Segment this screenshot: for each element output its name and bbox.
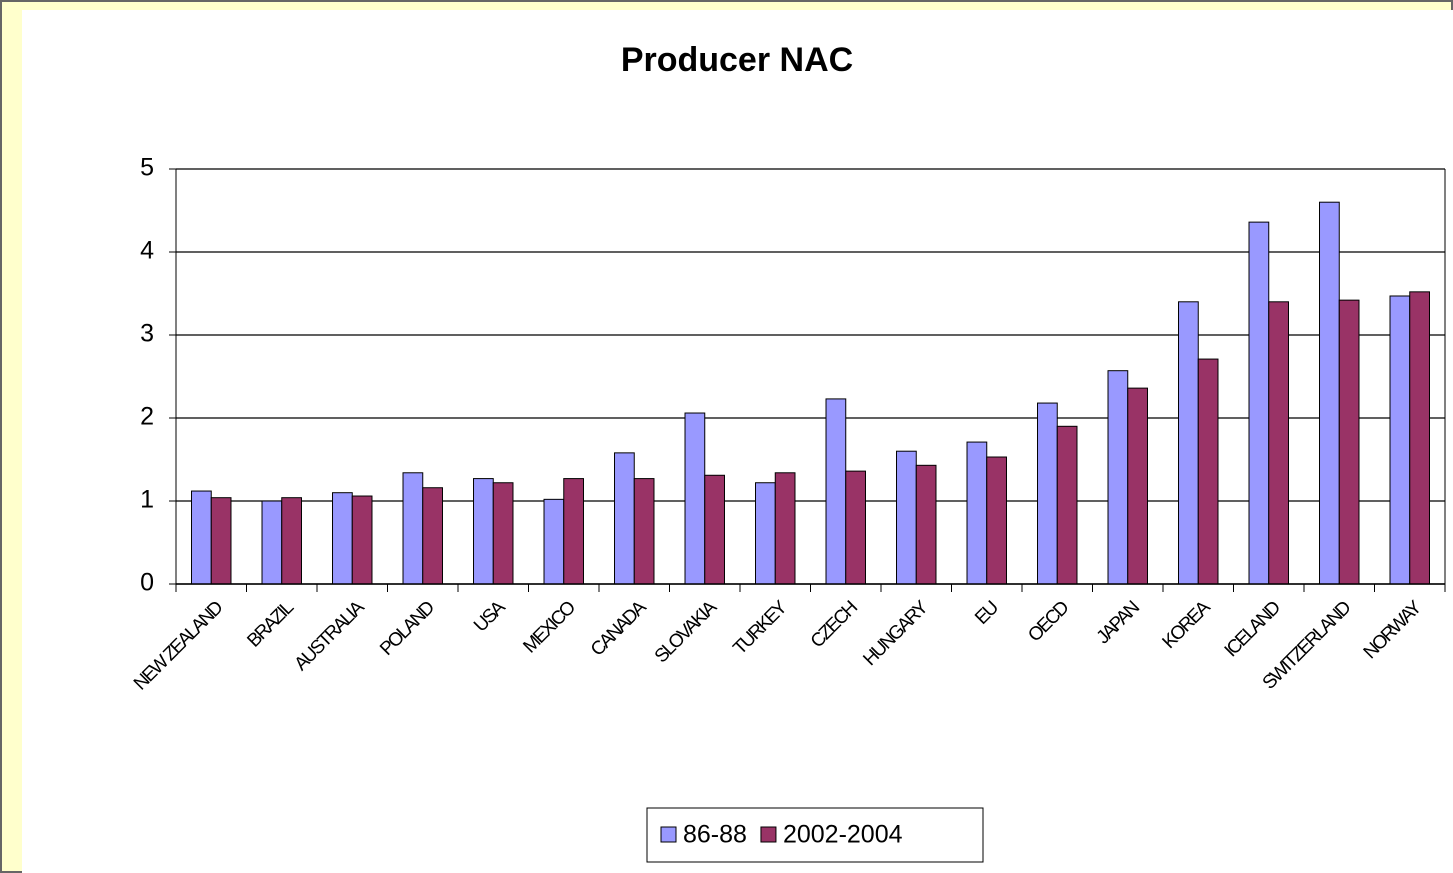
bar <box>825 398 847 585</box>
bar <box>1338 299 1360 585</box>
bar <box>845 470 866 585</box>
bar <box>1056 425 1078 585</box>
y-tick-label: 5 <box>140 154 154 182</box>
bar <box>633 478 655 585</box>
bar <box>1319 201 1340 585</box>
bar <box>1409 291 1430 585</box>
bar <box>755 482 776 585</box>
bar <box>1037 402 1058 585</box>
bar <box>614 452 635 585</box>
bar <box>281 497 302 585</box>
y-tick-label: 1 <box>140 486 154 514</box>
bar <box>492 482 514 585</box>
legend-swatch <box>760 826 777 843</box>
bar <box>563 478 584 585</box>
bar <box>774 472 796 585</box>
y-tick-label: 4 <box>140 237 154 265</box>
legend-label: 2002-2004 <box>783 821 903 849</box>
bar <box>966 441 988 585</box>
bar <box>915 464 937 585</box>
bar <box>351 495 373 585</box>
chart-title: Producer NAC <box>621 41 853 79</box>
bar <box>1127 387 1148 585</box>
bar <box>422 487 443 585</box>
bar <box>896 450 917 585</box>
y-tick-label: 0 <box>140 569 154 597</box>
legend-label: 86-88 <box>683 821 747 849</box>
y-tick-label: 3 <box>140 320 154 348</box>
bar <box>704 474 725 585</box>
legend: 86-88 2002-2004 <box>646 807 984 863</box>
bar <box>1178 301 1199 585</box>
bar <box>1197 358 1219 585</box>
bar <box>1268 301 1289 585</box>
y-tick-label: 2 <box>140 403 154 431</box>
bar <box>332 492 353 585</box>
legend-swatch <box>660 826 677 843</box>
bar <box>191 490 212 585</box>
bar <box>543 498 565 585</box>
bar <box>210 497 232 585</box>
legend-box <box>646 807 984 863</box>
bar <box>402 472 424 585</box>
bar <box>684 412 706 585</box>
bar <box>1248 221 1270 585</box>
bar <box>473 478 494 585</box>
bar <box>1389 295 1411 585</box>
bar <box>986 456 1007 585</box>
chart-area <box>22 10 1453 873</box>
bar <box>261 500 283 585</box>
bar <box>1107 370 1129 585</box>
